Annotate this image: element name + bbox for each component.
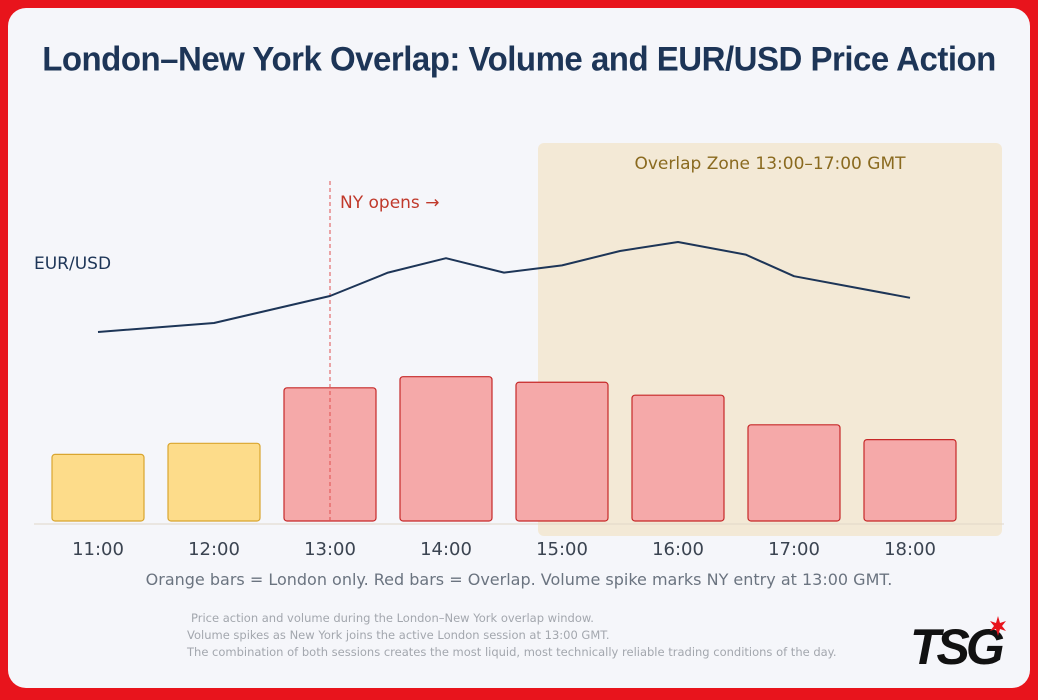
volume-bar-1700 [747,424,841,522]
volume-bar-1400 [399,376,493,522]
eurusd-series-label: EUR/USD [34,254,111,274]
x-tick-label-1800: 18:00 [884,539,936,560]
x-tick-label-1100: 11:00 [72,539,124,560]
ny-open-label: NY opens → [340,193,439,213]
x-tick-label-1200: 12:00 [188,539,240,560]
x-tick-label-1400: 14:00 [420,539,472,560]
volume-bar-1100 [51,453,145,522]
volume-bar-1600 [631,394,725,522]
tsg-logo: TSG [910,616,1006,672]
x-tick-label-1600: 16:00 [652,539,704,560]
chart-caption: Orange bars = London only. Red bars = Ov… [146,570,893,589]
x-tick-label-1300: 13:00 [304,539,356,560]
x-tick-label-1700: 17:00 [768,539,820,560]
volume-bar-1800 [863,439,957,522]
volume-bar-1200 [167,442,261,522]
footnote-line-2: Volume spikes as New York joins the acti… [187,628,610,642]
logo-star-icon [990,616,1006,636]
overlap-zone-label: Overlap Zone 13:00–17:00 GMT [634,154,906,174]
volume-bar-1500 [515,381,609,522]
eurusd-price-line [97,241,911,333]
footnote-line-3: The combination of both sessions creates… [187,645,837,659]
footnote-line-1: Price action and volume during the Londo… [191,611,594,625]
x-tick-label-1500: 15:00 [536,539,588,560]
chart-title: London–New York Overlap: Volume and EUR/… [42,39,996,78]
logo-text: TSG [910,619,1004,672]
